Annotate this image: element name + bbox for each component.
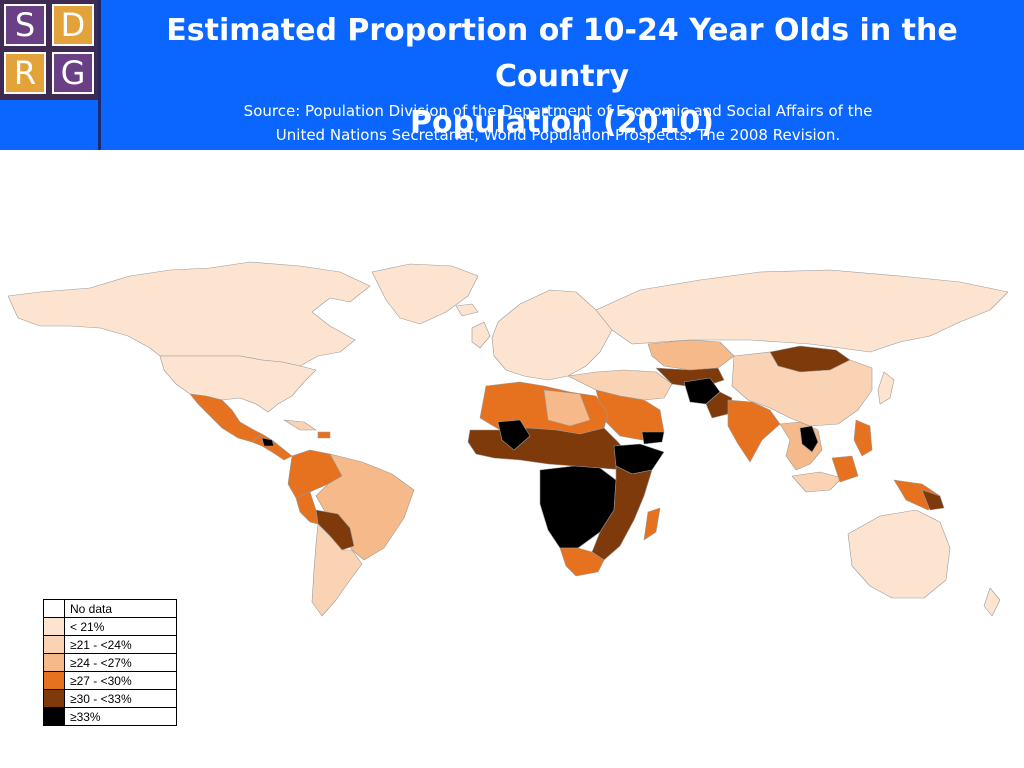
region-russia: [595, 269, 1009, 353]
legend-row: ≥33%: [43, 707, 177, 726]
region-mali-niger: [497, 419, 531, 451]
logo-letter-s: S: [4, 4, 46, 46]
legend-label: < 21%: [64, 617, 177, 636]
source-line-1: Source: Population Division of the Depar…: [243, 102, 873, 120]
logo-letter-g: G: [52, 52, 94, 94]
legend-label: No data: [64, 599, 177, 618]
region-brazil: [315, 453, 415, 561]
logo-letter-r: R: [4, 52, 46, 94]
region-madagascar: [643, 507, 661, 541]
region-philippines: [853, 419, 873, 457]
region-cuba: [283, 419, 317, 431]
region-borneo: [831, 455, 859, 483]
region-indonesia-west: [791, 471, 843, 493]
region-argentina-chile: [311, 523, 363, 617]
logo-divider: [98, 0, 101, 150]
legend-row: No data: [43, 599, 177, 618]
region-yemen: [641, 431, 665, 445]
region-australia: [847, 509, 951, 599]
header-banner: S D R G Estimated Proportion of 10-24 Ye…: [0, 0, 1024, 150]
page-title: Estimated Proportion of 10-24 Year Olds …: [104, 8, 1020, 146]
title-line-1: Estimated Proportion of 10-24 Year Olds …: [166, 13, 958, 94]
region-peru: [295, 491, 319, 525]
world-choropleth-map: [7, 261, 1009, 617]
region-southern-africa: [559, 547, 605, 577]
region-new-zealand: [983, 587, 1001, 617]
legend-label: ≥30 - <33%: [64, 689, 177, 708]
region-japan: [877, 371, 895, 405]
region-guatemala: [261, 437, 275, 447]
legend-row: ≥21 - <24%: [43, 635, 177, 654]
region-haiti: [317, 431, 331, 439]
legend-swatch: [43, 653, 65, 672]
region-sahel: [467, 427, 631, 471]
legend-swatch: [43, 635, 65, 654]
region-iceland: [455, 303, 479, 317]
region-usa: [159, 355, 317, 413]
region-india: [727, 399, 781, 463]
legend-label: ≥21 - <24%: [64, 635, 177, 654]
source-line-2: United Nations Secretariat, World Popula…: [275, 126, 841, 144]
region-kazakhstan: [647, 339, 735, 371]
legend-row: ≥30 - <33%: [43, 689, 177, 708]
title-line-2: Population (2010): [410, 105, 714, 140]
legend-swatch: [43, 617, 65, 636]
region-china: [731, 351, 873, 427]
logo-letter-d: D: [52, 4, 94, 46]
legend-row: ≥24 - <27%: [43, 653, 177, 672]
region-png-east: [921, 489, 945, 511]
map-legend: No data < 21% ≥21 - <24% ≥24 - <27% ≥27 - <3…: [43, 599, 177, 726]
region-laos-cambodia: [799, 425, 819, 453]
legend-swatch: [43, 689, 65, 708]
source-note: Source: Population Division of the Depar…: [200, 99, 916, 147]
legend-label: ≥24 - <27%: [64, 653, 177, 672]
region-libya: [543, 389, 591, 427]
region-greenland: [371, 263, 479, 325]
region-canada-alaska: [7, 261, 371, 367]
legend-row: < 21%: [43, 617, 177, 636]
sdrg-logo: S D R G: [0, 0, 100, 100]
region-uk: [471, 321, 491, 349]
region-central-america: [251, 433, 293, 461]
legend-row: ≥27 - <30%: [43, 671, 177, 690]
region-europe: [491, 289, 613, 381]
legend-label: ≥27 - <30%: [64, 671, 177, 690]
legend-swatch: [43, 599, 65, 618]
region-east-africa: [591, 465, 653, 561]
legend-swatch: [43, 707, 65, 726]
legend-swatch: [43, 671, 65, 690]
legend-label: ≥33%: [64, 707, 177, 726]
